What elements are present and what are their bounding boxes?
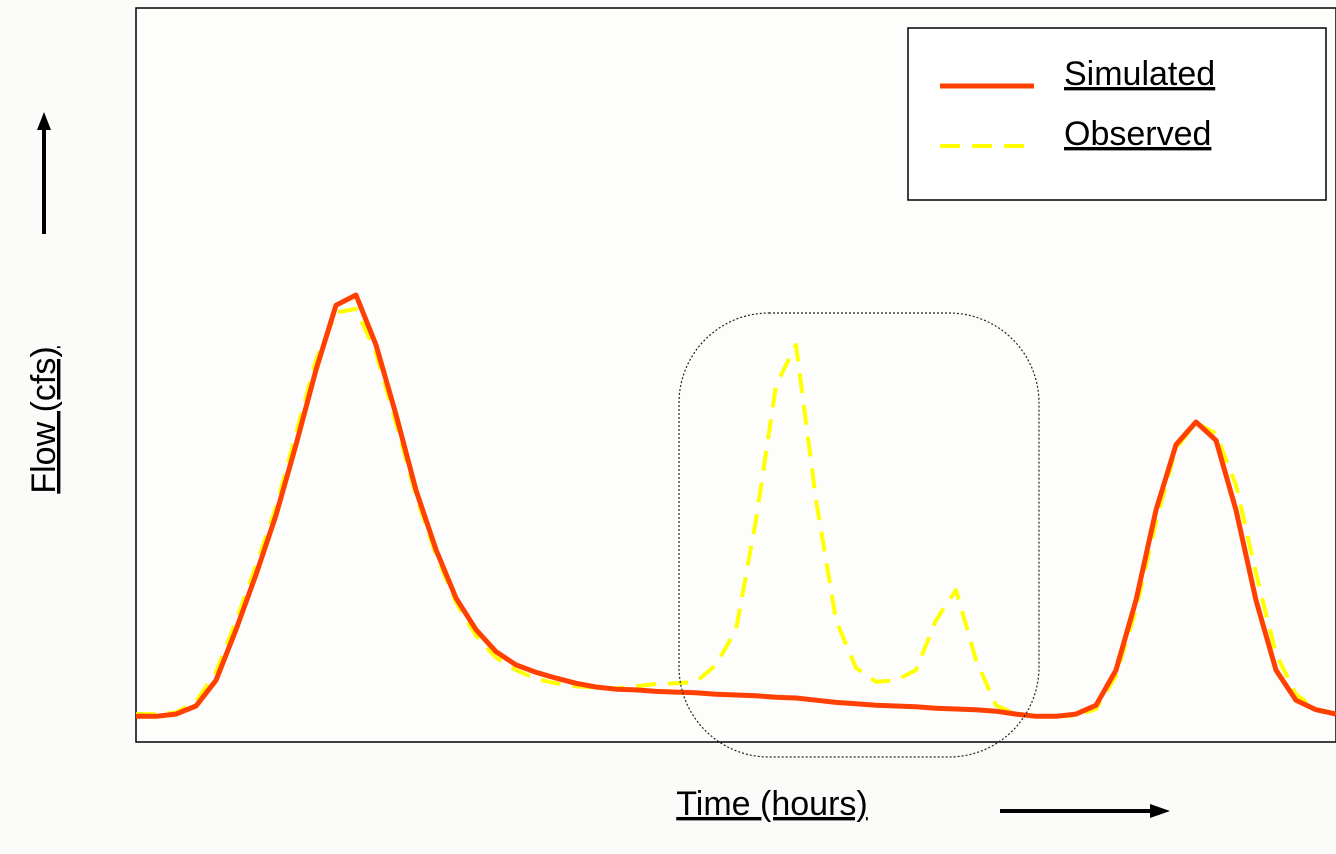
- y-axis-label: Flow (cfs): [25, 346, 63, 493]
- x-axis-label: Time (hours): [676, 785, 867, 823]
- legend-label: Simulated: [1064, 55, 1215, 93]
- legend: Simulated Observed: [907, 27, 1327, 201]
- y-arrow-head: [37, 112, 51, 130]
- highlight-ellipse: [678, 312, 1040, 758]
- legend-label: Observed: [1064, 115, 1211, 153]
- series-line: [136, 292, 1336, 719]
- x-arrow-head: [1150, 804, 1170, 818]
- series-layer: [136, 292, 1336, 719]
- legend-box: [907, 27, 1327, 201]
